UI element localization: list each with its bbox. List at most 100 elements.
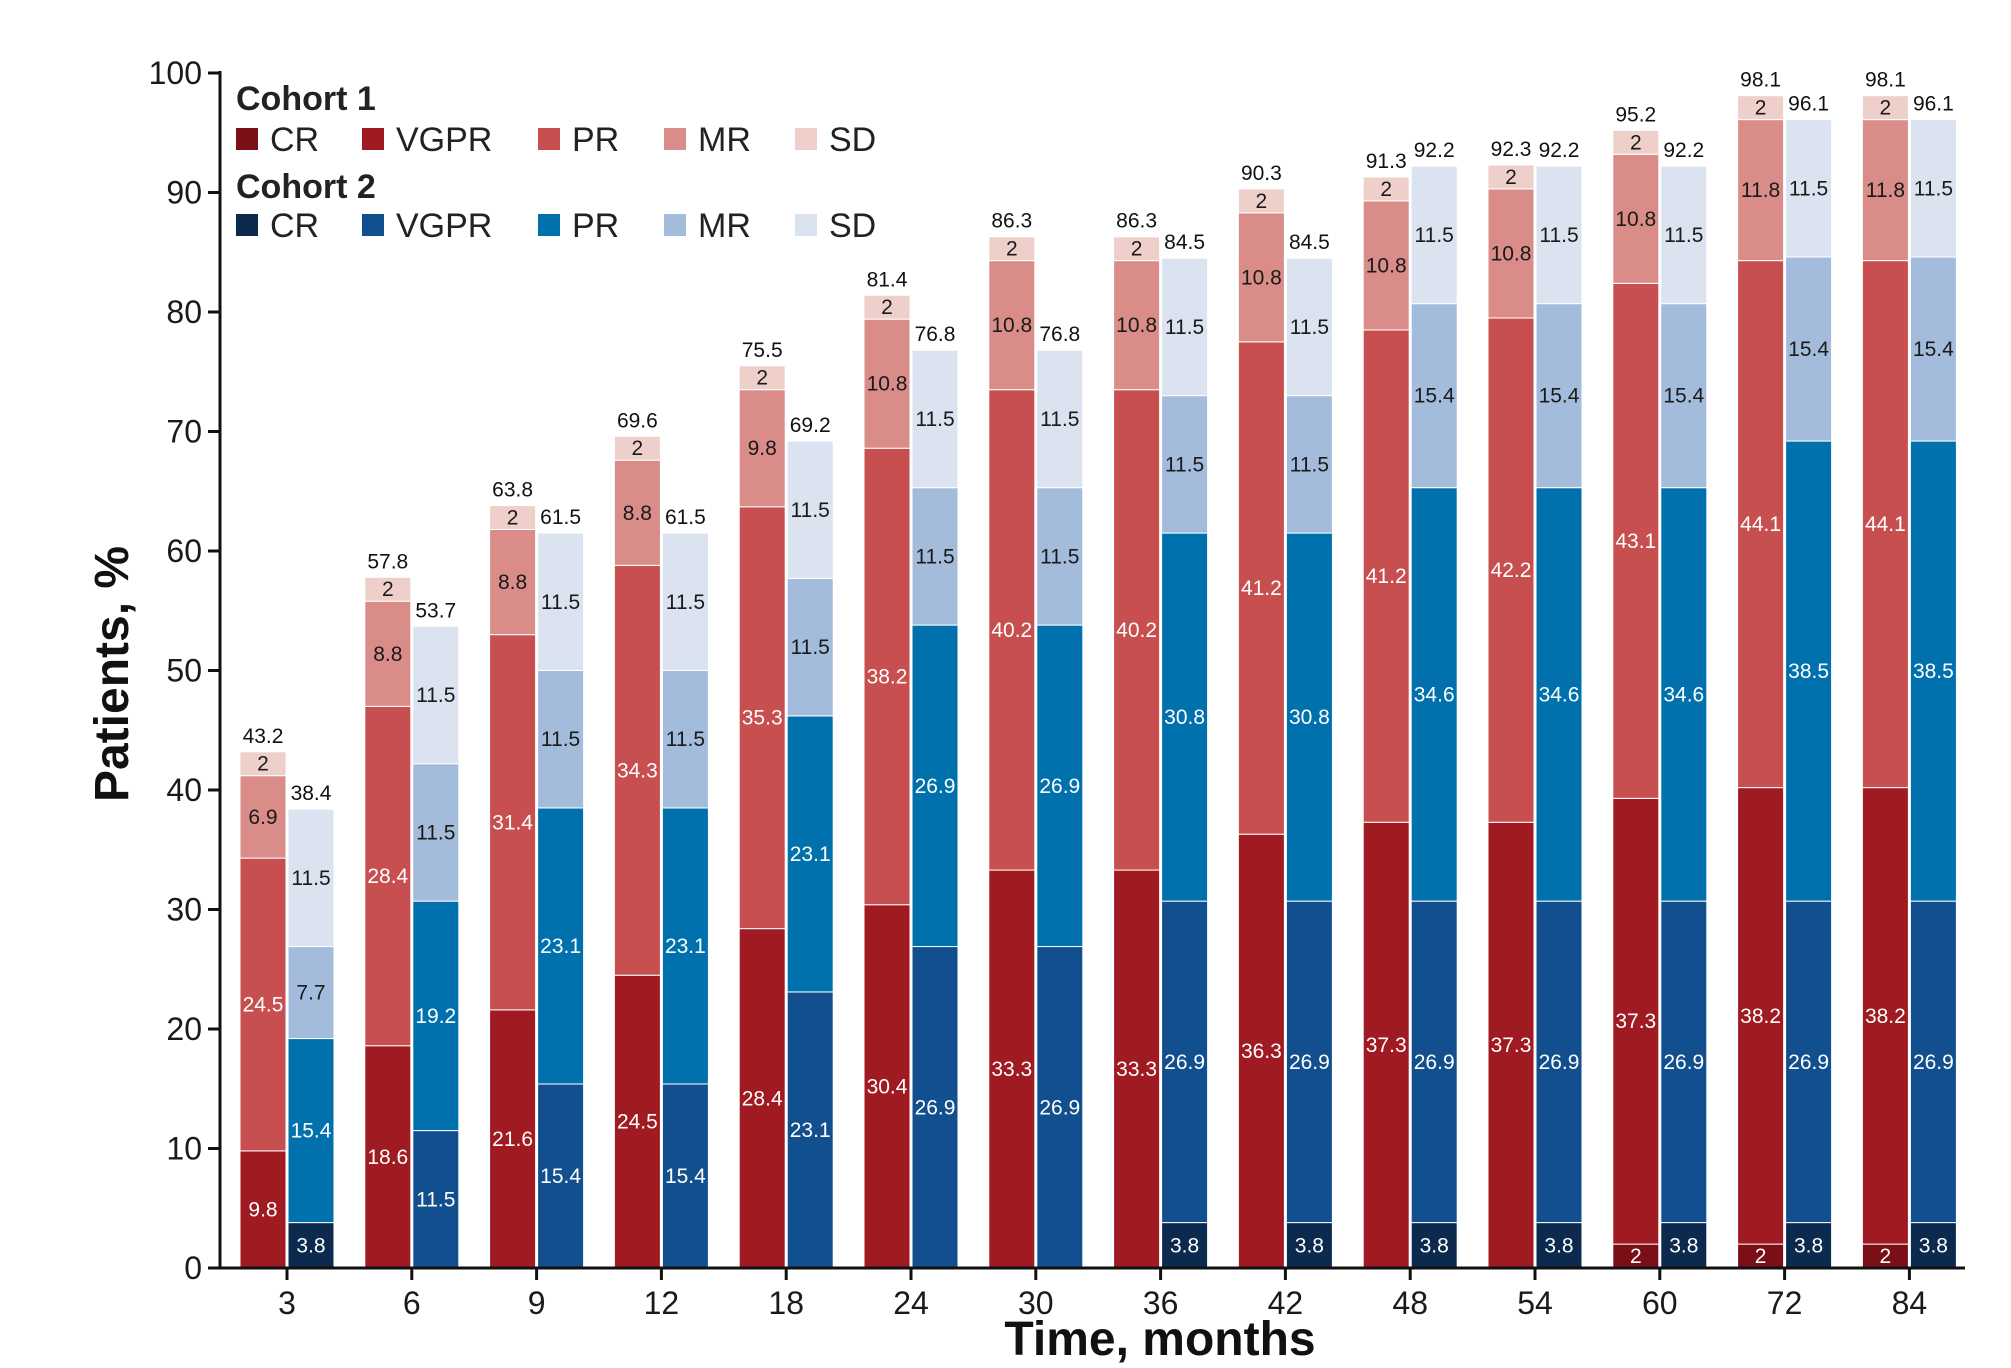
segment-value-label: 11.5 [541,591,580,614]
bar-segment-cohort1-sd [988,236,1036,262]
segment-value-label: 2 [382,578,394,601]
bar-segment-cohort2-pr [1410,487,1458,902]
segment-value-label: 43.1 [1615,530,1656,553]
segment-value-label: 28.4 [367,865,408,888]
legend-swatch [362,128,384,150]
bar-segment-cohort1-vgpr [1237,833,1285,1269]
legend-label: MR [698,121,751,159]
bar-segment-cohort2-vgpr [1285,900,1333,1224]
legend-swatch [538,128,560,150]
y-tick-label: 50 [166,653,202,689]
bar-segment-cohort2-vgpr [1909,900,1957,1224]
segment-value-label: 34.6 [1663,683,1704,706]
bar-segment-cohort1-sd [1612,129,1660,155]
y-tick-label: 90 [166,175,202,211]
bar-segment-cohort1-pr [863,447,911,906]
x-tick-label: 9 [528,1285,546,1321]
segment-value-label: 23.1 [790,1119,831,1142]
segment-value-label: 2 [881,296,893,319]
bar-segment-cohort2-sd [1785,119,1833,258]
bar-segment-cohort1-pr [613,564,661,976]
segment-value-label: 11.5 [1914,177,1953,200]
segment-value-label: 2 [1880,97,1892,120]
segment-value-label: 10.8 [1116,314,1157,337]
bar-segment-cohort1-pr [1362,329,1410,823]
bar-segment-cohort2-vgpr [786,991,834,1269]
bar-total-label: 76.8 [1039,323,1080,346]
segment-value-label: 24.5 [617,1111,658,1134]
segment-value-label: 41.2 [1241,577,1282,600]
segment-value-label: 3.8 [1420,1234,1449,1257]
bar-segment-cohort1-sd [489,505,537,530]
segment-value-label: 38.5 [1788,660,1829,683]
segment-value-label: 26.9 [1414,1051,1455,1074]
segment-value-label: 11.5 [1539,224,1578,247]
x-tick-label: 18 [768,1285,804,1321]
segment-value-label: 23.1 [790,843,831,866]
bar-total-label: 96.1 [1788,93,1829,116]
segment-value-label: 15.4 [540,1165,581,1188]
bar-segment-cohort2-sd [1909,119,1957,258]
segment-value-label: 11.5 [915,408,954,431]
bar-segment-cohort2-pr [661,807,709,1085]
x-tick-label: 72 [1767,1285,1803,1321]
bar-segment-cohort2-vgpr [1161,900,1209,1224]
bar-segment-cohort2-mr [537,670,585,809]
segment-value-label: 11.5 [541,728,580,751]
x-tick-label: 6 [403,1285,421,1321]
bar-segment-cohort1-mr [1487,188,1535,319]
segment-value-label: 26.9 [1289,1051,1330,1074]
segment-value-label: 2 [756,367,768,390]
segment-value-label: 11.5 [1789,177,1828,200]
bar-total-label: 92.2 [1539,139,1580,162]
segment-value-label: 26.9 [1913,1051,1954,1074]
x-tick-label: 30 [1018,1285,1054,1321]
segment-value-label: 3.8 [1669,1234,1698,1257]
bar-segment-cohort2-sd [1161,257,1209,397]
segment-value-label: 38.2 [1740,1005,1781,1028]
segment-value-label: 2 [1630,1245,1642,1268]
bar-segment-cohort1-mr [1737,119,1785,262]
segment-value-label: 19.2 [415,1005,456,1028]
bar-total-label: 63.8 [492,479,533,502]
x-tick-label: 42 [1268,1285,1304,1321]
bar-segment-cohort2-sd [537,532,585,672]
segment-value-label: 36.3 [1241,1040,1282,1063]
y-tick-label: 60 [166,533,202,569]
bar-total-label: 90.3 [1241,162,1282,185]
segment-value-label: 6.9 [248,806,277,829]
legend-swatch [236,214,258,236]
bar-segment-cohort1-sd [1487,164,1535,190]
bar-segment-cohort1-sd [1113,236,1161,262]
x-tick-label: 3 [278,1285,296,1321]
segment-value-label: 11.5 [666,728,705,751]
segment-value-label: 3.8 [1794,1234,1823,1257]
bar-total-label: 69.2 [790,414,831,437]
segment-value-label: 38.2 [867,665,908,688]
segment-value-label: 11.8 [1866,179,1905,202]
bar-segment-cohort2-sd [412,625,460,765]
bar-segment-cohort2-cr [1285,1222,1333,1269]
x-tick-label: 84 [1892,1285,1928,1321]
bar-segment-cohort2-sd [1285,257,1333,397]
segment-value-label: 11.5 [1165,316,1204,339]
bar-segment-cohort1-sd [863,294,911,320]
segment-value-label: 11.5 [291,867,330,890]
bar-segment-cohort2-pr [1161,532,1209,902]
bar-segment-cohort2-sd [1660,165,1708,305]
segment-value-label: 11.5 [791,636,830,659]
segment-value-label: 11.5 [416,821,455,844]
bar-segment-cohort1-pr [1113,389,1161,871]
segment-value-label: 15.4 [1539,385,1580,408]
bar-segment-cohort1-vgpr [738,928,786,1269]
segment-value-label: 9.8 [748,437,777,460]
legend-swatch [795,214,817,236]
bar-segment-cohort2-sd [1410,165,1458,305]
bar-segment-cohort1-pr [364,705,412,1047]
bar-segment-cohort1-pr [1737,260,1785,789]
bar-segment-cohort1-pr [239,857,287,1152]
bar-total-label: 92.2 [1663,139,1704,162]
segment-value-label: 11.5 [416,1188,455,1211]
segment-value-label: 37.3 [1366,1034,1407,1057]
bar-total-label: 98.1 [1865,69,1906,92]
